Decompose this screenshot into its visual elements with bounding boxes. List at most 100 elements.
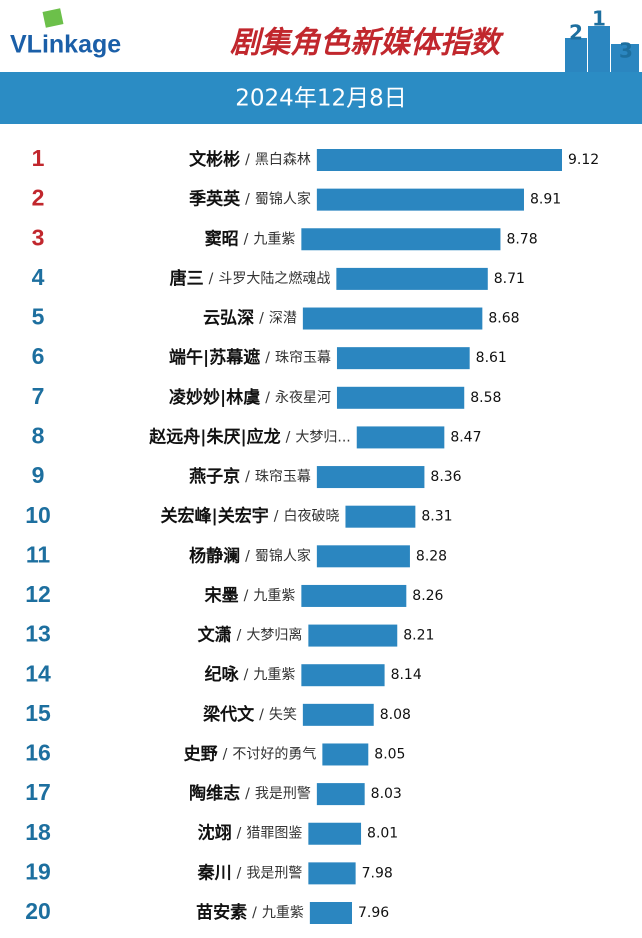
podium-block — [588, 26, 610, 72]
podium-label: 1 — [592, 7, 606, 31]
podium-label: 2 — [569, 21, 583, 45]
show-name: 九重紫 — [253, 667, 295, 683]
rank: 20 — [25, 898, 51, 924]
separator: / — [259, 707, 264, 723]
separator: / — [286, 429, 291, 445]
rank: 19 — [25, 858, 51, 884]
value-label: 8.31 — [421, 509, 452, 525]
row-label: 文潇 / 大梦归离 — [198, 625, 303, 646]
rank: 2 — [32, 185, 45, 211]
character-name: 沈翊 — [198, 823, 232, 844]
rank: 5 — [32, 304, 45, 330]
bar — [309, 902, 352, 924]
podium-block — [611, 44, 639, 72]
row-label: 宋墨 / 九重紫 — [204, 585, 296, 606]
bar — [308, 822, 362, 845]
row-label: 陶维志 / 我是刑警 — [189, 783, 311, 804]
podium-block — [565, 38, 587, 72]
rank: 18 — [25, 819, 51, 845]
separator: / — [209, 271, 214, 287]
separator: / — [245, 152, 250, 168]
rank: 4 — [32, 264, 45, 290]
row-label: 季英英 / 蜀锦人家 — [189, 189, 311, 210]
rank: 17 — [25, 779, 51, 805]
value-label: 8.08 — [380, 707, 411, 723]
rank: 3 — [32, 224, 45, 250]
character-name: 关宏峰|关宏宇 — [161, 506, 269, 527]
row-label: 燕子京 / 珠帘玉幕 — [189, 466, 311, 487]
character-name: 杨静澜 — [189, 545, 240, 566]
value-label: 8.03 — [371, 786, 402, 802]
show-name: 永夜星河 — [275, 390, 331, 406]
separator: / — [245, 192, 250, 208]
character-name: 宋墨 — [204, 585, 239, 606]
separator: / — [245, 786, 250, 802]
value-label: 8.26 — [412, 588, 443, 604]
bar — [316, 149, 562, 171]
podium-label: 3 — [619, 39, 633, 63]
logo-icon — [42, 8, 64, 28]
row-label: 端午|苏幕遮 / 珠帘玉幕 — [169, 347, 331, 368]
value-label: 8.58 — [470, 390, 501, 406]
bar — [301, 228, 501, 251]
character-name: 季英英 — [189, 189, 241, 210]
row-label: 史野 / 不讨好的勇气 — [184, 743, 317, 764]
subtitle: 2024年12月8日 — [235, 86, 406, 112]
value-label: 8.21 — [403, 628, 434, 644]
show-name: 斗罗大陆之燃魂战 — [218, 270, 330, 287]
show-name: 九重紫 — [253, 231, 295, 247]
character-name: 燕子京 — [189, 466, 240, 487]
bar — [316, 545, 410, 568]
rank: 12 — [25, 581, 51, 607]
row-label: 苗安素 / 九重紫 — [196, 902, 304, 923]
row-label: 杨静澜 / 蜀锦人家 — [189, 545, 311, 566]
separator: / — [245, 548, 250, 564]
character-name: 秦川 — [198, 862, 232, 883]
character-name: 云弘深 — [203, 308, 254, 329]
row-label: 唐三 / 斗罗大陆之燃魂战 — [170, 268, 331, 289]
rank: 13 — [25, 621, 51, 647]
bar — [302, 703, 374, 726]
value-label: 8.01 — [367, 826, 398, 842]
row-label: 关宏峰|关宏宇 / 白夜破晓 — [161, 506, 340, 527]
value-label: 7.96 — [358, 905, 389, 921]
show-name: 九重紫 — [262, 905, 304, 921]
separator: / — [259, 311, 264, 327]
rank: 7 — [32, 383, 45, 409]
row-label: 梁代文 / 失笑 — [202, 704, 297, 725]
character-name: 赵远舟|朱厌|应龙 — [148, 426, 280, 447]
character-name: 陶维志 — [189, 783, 240, 804]
show-name: 我是刑警 — [255, 786, 311, 802]
rank: 8 — [32, 422, 45, 448]
value-label: 7.98 — [362, 865, 393, 881]
show-name: 黑白森林 — [255, 152, 311, 168]
character-name: 端午|苏幕遮 — [169, 347, 260, 368]
value-label: 8.47 — [450, 429, 481, 445]
value-label: 8.78 — [506, 231, 537, 247]
bar — [316, 466, 425, 489]
bar — [308, 624, 398, 647]
bar — [356, 426, 445, 449]
rank: 1 — [32, 145, 45, 171]
separator: / — [244, 588, 249, 604]
row-label: 沈翊 / 猎罪图鉴 — [198, 823, 303, 844]
character-name: 文彬彬 — [189, 149, 240, 170]
separator: / — [237, 628, 242, 644]
separator: / — [265, 390, 270, 406]
value-label: 8.14 — [391, 667, 422, 683]
value-label: 8.36 — [430, 469, 461, 485]
character-name: 梁代文 — [202, 704, 255, 725]
show-name: 白夜破晓 — [283, 509, 339, 525]
character-name: 唐三 — [170, 268, 204, 289]
logo: VLinkage — [10, 31, 121, 59]
show-name: 大梦归离 — [246, 627, 302, 644]
value-label: 8.91 — [530, 192, 561, 208]
rank: 14 — [25, 660, 51, 686]
row-label: 凌妙妙|林虞 / 永夜星河 — [169, 387, 331, 408]
separator: / — [245, 469, 250, 485]
bar — [336, 347, 470, 370]
show-name: 猎罪图鉴 — [246, 826, 302, 842]
show-name: 蜀锦人家 — [255, 191, 311, 208]
row-label: 云弘深 / 深潜 — [203, 308, 297, 329]
chart-title: 剧集角色新媒体指数 — [230, 26, 504, 61]
